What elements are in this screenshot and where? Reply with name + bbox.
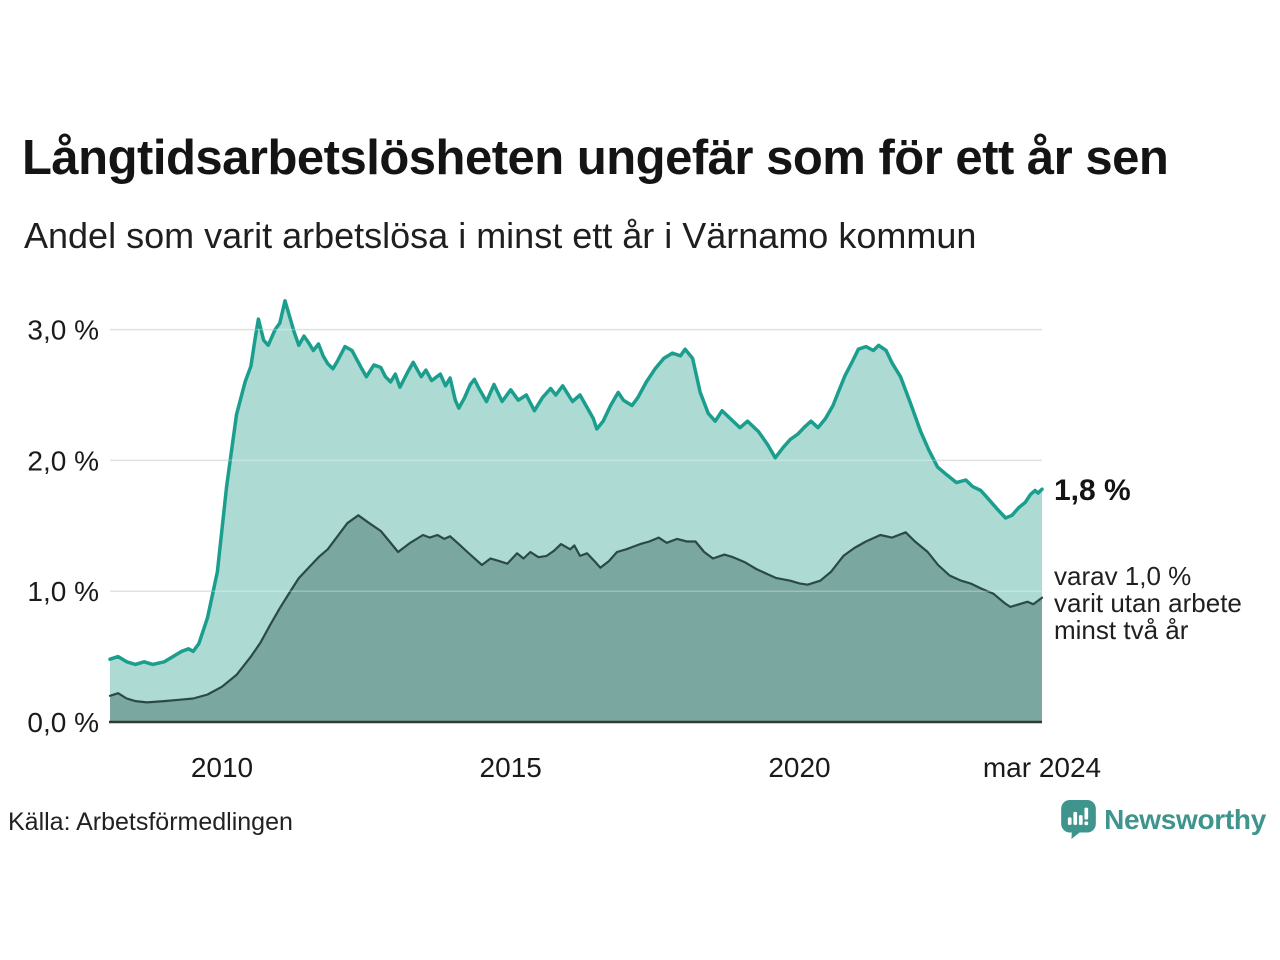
chart-series bbox=[108, 299, 1044, 722]
x-tick-label: 2010 bbox=[191, 752, 253, 783]
secondary-series-annotation: varav 1,0 % varit utan arbete minst två … bbox=[1054, 561, 1242, 645]
x-tick-label: mar 2024 bbox=[983, 752, 1101, 783]
newsworthy-logo: Newsworthy bbox=[1061, 800, 1266, 839]
gridlines-overlay bbox=[110, 328, 1042, 592]
y-tick-label: 2,0 % bbox=[27, 445, 99, 476]
axis-tick-labels: 0,0 % 1,0 % 2,0 % 3,0 % 2010 2015 2020 mar 2024 bbox=[27, 315, 1101, 783]
page-title: Långtidsarbetslösheten ungefär som för e… bbox=[22, 131, 1169, 185]
chart-subtitle: Andel som varit arbetslösa i minst ett å… bbox=[24, 215, 977, 256]
series-line-0 bbox=[108, 299, 1044, 667]
brand-name: Newsworthy bbox=[1104, 803, 1266, 835]
y-tick-label: 0,0 % bbox=[27, 707, 99, 738]
x-tick-label: 2015 bbox=[480, 752, 542, 783]
series-area-1 bbox=[110, 515, 1042, 722]
x-tick-label: 2020 bbox=[768, 752, 830, 783]
latest-value-label: 1,8 % bbox=[1054, 474, 1131, 507]
newsworthy-speech-bubble-bars-icon bbox=[1061, 800, 1096, 839]
series-line-1 bbox=[108, 514, 1044, 704]
y-tick-label: 1,0 % bbox=[27, 576, 99, 607]
y-tick-label: 3,0 % bbox=[27, 315, 99, 346]
source-attribution: Källa: Arbetsförmedlingen bbox=[8, 808, 293, 836]
